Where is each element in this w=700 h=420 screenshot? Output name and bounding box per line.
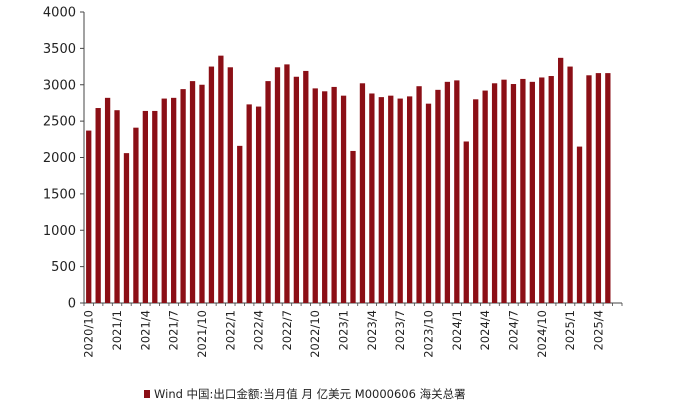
bar — [359, 83, 366, 303]
x-tick-label: 2024/1 — [450, 310, 464, 350]
bar — [95, 108, 101, 303]
bar — [501, 79, 507, 303]
x-tick-label: 2022/10 — [308, 310, 322, 358]
x-tick-label: 2021/10 — [195, 310, 209, 358]
bar — [284, 64, 290, 303]
bar — [548, 76, 554, 304]
y-tick-label: 4000 — [43, 6, 76, 21]
bar-series — [86, 55, 611, 304]
bar — [529, 81, 535, 303]
bar — [255, 106, 262, 303]
x-tick-label: 2021/7 — [167, 310, 181, 350]
x-tick-label: 2023/10 — [422, 310, 436, 358]
bar — [104, 97, 111, 303]
legend-label: Wind 中国:出口金额:当月值 月 亿美元 M0000606 海关总署 — [154, 387, 466, 401]
bar — [293, 76, 300, 303]
bar — [199, 84, 205, 303]
bar — [369, 93, 375, 303]
bar — [444, 81, 451, 303]
bar — [576, 146, 583, 303]
bar — [180, 89, 186, 304]
bar — [218, 55, 224, 304]
x-tick-label: 2024/10 — [535, 310, 549, 358]
x-tick-label: 2021/1 — [110, 310, 124, 350]
x-tick-label: 2020/10 — [82, 310, 96, 358]
bar — [322, 91, 328, 303]
bar — [133, 127, 139, 303]
x-axis: 2020/10 2021/1 2021/4 2021/7 2021/10 2022/1 20… — [82, 302, 623, 358]
bar — [114, 110, 120, 304]
y-tick-label: 2500 — [43, 115, 76, 130]
bar — [378, 97, 384, 304]
legend-swatch — [144, 390, 150, 398]
bar — [237, 145, 243, 303]
x-tick-label: 2022/4 — [252, 310, 266, 350]
bar — [406, 96, 413, 303]
bar — [463, 141, 469, 303]
x-tick-label: 2022/1 — [223, 310, 237, 350]
bar — [265, 81, 271, 303]
bar — [454, 80, 460, 303]
y-tick-label: 3500 — [43, 42, 76, 57]
bar — [605, 73, 611, 303]
x-tick-label: 2025/4 — [591, 310, 605, 350]
x-tick-label: 2025/1 — [563, 310, 577, 350]
bar — [189, 81, 196, 303]
bar — [539, 77, 545, 303]
bar — [152, 110, 158, 303]
bar — [491, 83, 498, 303]
bar — [388, 95, 394, 303]
x-tick-label: 2024/7 — [506, 310, 520, 350]
bar — [303, 70, 309, 304]
y-axis: 0 500 1000 1500 2000 2500 3000 3500 4000 — [43, 6, 85, 312]
bar — [274, 67, 281, 303]
bar — [208, 66, 215, 303]
bar — [397, 98, 403, 303]
y-tick-label: 2000 — [43, 151, 76, 166]
bar — [567, 66, 573, 303]
bar — [161, 98, 167, 303]
legend: Wind 中国:出口金额:当月值 月 亿美元 M0000606 海关总署 — [144, 387, 466, 401]
bar — [350, 150, 356, 303]
bar — [586, 75, 592, 303]
x-tick-label: 2024/4 — [478, 310, 492, 350]
y-tick-label: 3000 — [43, 78, 76, 93]
bar — [473, 99, 479, 303]
x-tick-label: 2023/1 — [337, 310, 351, 350]
y-tick-label: 0 — [68, 297, 76, 312]
y-tick-label: 1000 — [43, 224, 76, 239]
bar — [520, 78, 526, 304]
bar — [86, 130, 92, 303]
bar — [416, 86, 422, 304]
x-tick-label: 2021/4 — [138, 310, 152, 350]
bar — [435, 89, 441, 303]
bar — [340, 95, 347, 303]
bar — [595, 73, 602, 303]
bar — [331, 86, 337, 304]
bar — [142, 110, 148, 303]
x-tick-label: 2022/7 — [280, 310, 294, 350]
bar — [425, 103, 432, 303]
x-tick-label: 2023/7 — [393, 310, 407, 350]
bar — [227, 67, 233, 303]
bar — [246, 104, 252, 303]
y-tick-label: 1500 — [43, 187, 76, 202]
bar — [312, 88, 318, 303]
x-tick-label: 2023/4 — [365, 310, 379, 350]
bar — [510, 84, 517, 304]
bar — [123, 153, 130, 303]
bar — [482, 90, 488, 303]
bar — [558, 57, 564, 303]
bar — [171, 97, 177, 303]
y-tick-label: 500 — [51, 260, 76, 275]
